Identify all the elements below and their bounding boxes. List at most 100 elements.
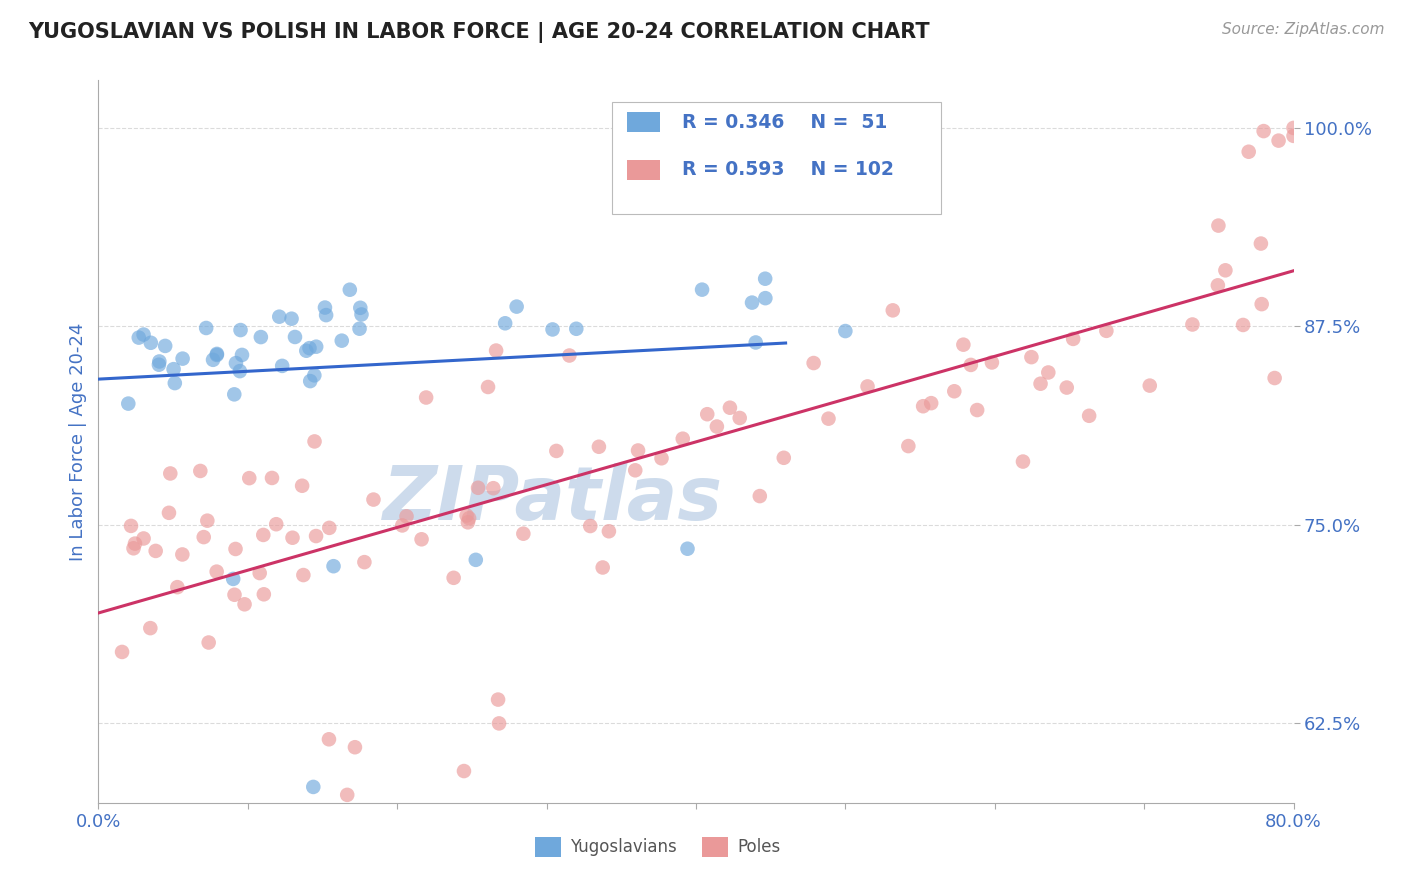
Text: Yugoslavians: Yugoslavians: [571, 838, 678, 855]
Point: [754, 291, 776, 305]
Point: [166, 580, 188, 594]
Point: [291, 479, 314, 493]
Text: Poles: Poles: [738, 838, 782, 855]
Point: [205, 347, 228, 361]
Point: [318, 732, 340, 747]
Point: [349, 301, 371, 315]
Point: [856, 379, 879, 393]
Point: [132, 532, 155, 546]
Point: [627, 443, 650, 458]
Point: [292, 568, 315, 582]
Point: [343, 740, 366, 755]
Point: [1282, 120, 1305, 135]
FancyBboxPatch shape: [702, 837, 728, 857]
Point: [558, 349, 581, 363]
Point: [322, 559, 344, 574]
Point: [253, 587, 276, 601]
Point: [229, 323, 252, 337]
Point: [224, 387, 246, 401]
Point: [415, 391, 437, 405]
Point: [314, 301, 336, 315]
Point: [172, 351, 194, 366]
Point: [305, 340, 328, 354]
Point: [305, 529, 328, 543]
Point: [188, 464, 211, 478]
Point: [225, 356, 247, 370]
Point: [1267, 134, 1289, 148]
Point: [318, 521, 340, 535]
Point: [966, 403, 988, 417]
Point: [195, 321, 218, 335]
Point: [205, 348, 228, 362]
Point: [624, 463, 647, 477]
Point: [817, 411, 839, 425]
Point: [159, 467, 181, 481]
Point: [457, 516, 479, 530]
Point: [202, 352, 225, 367]
Point: [834, 324, 856, 338]
Point: [197, 635, 219, 649]
Point: [271, 359, 294, 373]
Point: [124, 536, 146, 550]
Point: [252, 528, 274, 542]
Point: [153, 339, 176, 353]
Text: R = 0.346    N =  51: R = 0.346 N = 51: [682, 112, 887, 132]
Point: [120, 519, 142, 533]
FancyBboxPatch shape: [627, 112, 661, 132]
Text: R = 0.593    N = 102: R = 0.593 N = 102: [682, 161, 893, 179]
Point: [148, 358, 170, 372]
Point: [139, 621, 162, 635]
Point: [117, 396, 139, 410]
Text: ZIPatlas: ZIPatlas: [382, 463, 723, 536]
Point: [1215, 263, 1237, 277]
Point: [193, 530, 215, 544]
Point: [284, 330, 307, 344]
Point: [349, 322, 371, 336]
Point: [269, 310, 291, 324]
Point: [299, 374, 322, 388]
Point: [486, 692, 509, 706]
Point: [298, 341, 321, 355]
Point: [1208, 219, 1230, 233]
Point: [1139, 378, 1161, 392]
Point: [494, 316, 516, 330]
Point: [1250, 297, 1272, 311]
Point: [943, 384, 966, 399]
Point: [315, 308, 337, 322]
Point: [1038, 366, 1060, 380]
Point: [225, 541, 247, 556]
Point: [1282, 128, 1305, 143]
Point: [728, 411, 751, 425]
Point: [295, 343, 318, 358]
Point: [754, 271, 776, 285]
Point: [512, 526, 534, 541]
Point: [453, 764, 475, 778]
Point: [541, 322, 564, 336]
Point: [163, 376, 186, 390]
Point: [233, 597, 256, 611]
Point: [157, 506, 180, 520]
Point: [477, 380, 499, 394]
FancyBboxPatch shape: [613, 102, 941, 214]
Point: [897, 439, 920, 453]
Point: [579, 519, 602, 533]
Point: [980, 355, 1002, 369]
Point: [706, 419, 728, 434]
Point: [229, 364, 252, 378]
Point: [172, 548, 194, 562]
Point: [224, 588, 246, 602]
FancyBboxPatch shape: [627, 160, 661, 180]
Point: [696, 407, 718, 421]
Point: [803, 356, 825, 370]
Point: [205, 565, 228, 579]
Point: [467, 481, 489, 495]
Point: [1206, 278, 1229, 293]
Point: [741, 295, 763, 310]
Point: [443, 571, 465, 585]
Point: [920, 396, 942, 410]
Point: [238, 471, 260, 485]
Point: [231, 348, 253, 362]
Point: [565, 322, 588, 336]
Point: [304, 434, 326, 449]
Point: [718, 401, 741, 415]
